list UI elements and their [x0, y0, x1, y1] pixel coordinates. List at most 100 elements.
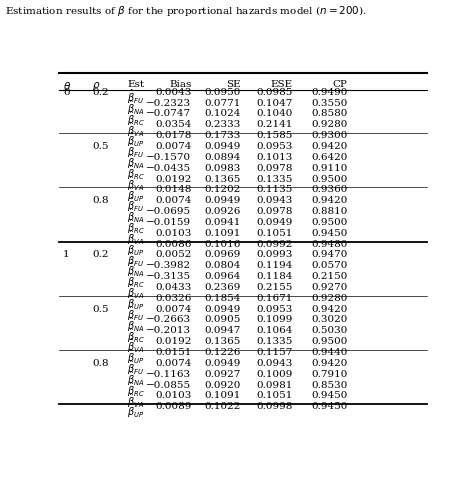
Text: 0.0978: 0.0978 — [256, 207, 292, 216]
Text: 0.9420: 0.9420 — [311, 359, 347, 368]
Text: $\hat{\beta}_{VA}$: $\hat{\beta}_{VA}$ — [127, 391, 145, 410]
Text: 0.0983: 0.0983 — [205, 164, 241, 173]
Text: 0.7910: 0.7910 — [311, 370, 347, 379]
Text: 0.9280: 0.9280 — [311, 294, 347, 303]
Text: 0.0089: 0.0089 — [155, 402, 191, 411]
Text: 0.0949: 0.0949 — [205, 196, 241, 205]
Text: $\theta$: $\theta$ — [63, 80, 71, 92]
Text: 0.1064: 0.1064 — [256, 327, 292, 335]
Text: 0.0192: 0.0192 — [155, 174, 191, 184]
Text: 0.0178: 0.0178 — [155, 131, 191, 140]
Text: $\hat{\beta}_{NA}$: $\hat{\beta}_{NA}$ — [127, 99, 145, 117]
Text: 0.1365: 0.1365 — [205, 337, 241, 346]
Text: $\hat{\beta}_{NA}$: $\hat{\beta}_{NA}$ — [127, 316, 145, 333]
Text: 0.0433: 0.0433 — [155, 283, 191, 292]
Text: 0.8: 0.8 — [92, 196, 109, 205]
Text: 0.1335: 0.1335 — [256, 174, 292, 184]
Text: 0.0927: 0.0927 — [205, 370, 241, 379]
Text: $\hat{\beta}_{FU}$: $\hat{\beta}_{FU}$ — [127, 142, 144, 160]
Text: 0.1099: 0.1099 — [256, 316, 292, 325]
Text: 0.9280: 0.9280 — [311, 121, 347, 129]
Text: CP: CP — [333, 80, 347, 89]
Text: 0.1135: 0.1135 — [256, 185, 292, 194]
Text: 0.1051: 0.1051 — [256, 229, 292, 238]
Text: 1: 1 — [63, 250, 70, 259]
Text: 0.8580: 0.8580 — [311, 110, 347, 119]
Text: 0.0992: 0.0992 — [256, 240, 292, 248]
Text: $\hat{\beta}_{UP}$: $\hat{\beta}_{UP}$ — [127, 240, 145, 258]
Text: $\hat{\beta}_{UP}$: $\hat{\beta}_{UP}$ — [127, 131, 145, 149]
Text: 0.0947: 0.0947 — [205, 327, 241, 335]
Text: 0.0941: 0.0941 — [205, 218, 241, 227]
Text: 0.8530: 0.8530 — [311, 380, 347, 389]
Text: 0.6420: 0.6420 — [311, 153, 347, 162]
Text: $\hat{\beta}_{FU}$: $\hat{\beta}_{FU}$ — [127, 88, 144, 106]
Text: 0.0192: 0.0192 — [155, 337, 191, 346]
Text: 0.1194: 0.1194 — [256, 261, 292, 270]
Text: 0.0570: 0.0570 — [311, 261, 347, 270]
Text: $\hat{\beta}_{FU}$: $\hat{\beta}_{FU}$ — [127, 196, 144, 214]
Text: $\hat{\beta}_{VA}$: $\hat{\beta}_{VA}$ — [127, 283, 145, 301]
Text: 0.0151: 0.0151 — [155, 348, 191, 357]
Text: −0.0159: −0.0159 — [146, 218, 191, 227]
Text: −0.2323: −0.2323 — [146, 99, 191, 108]
Text: 0.0804: 0.0804 — [205, 261, 241, 270]
Text: 0.0043: 0.0043 — [155, 88, 191, 97]
Text: 0.9110: 0.9110 — [311, 164, 347, 173]
Text: 0.0950: 0.0950 — [205, 88, 241, 97]
Text: 0.0771: 0.0771 — [205, 99, 241, 108]
Text: SE: SE — [227, 80, 241, 89]
Text: 0.0926: 0.0926 — [205, 207, 241, 216]
Text: −0.2013: −0.2013 — [146, 327, 191, 335]
Text: Bias: Bias — [169, 80, 191, 89]
Text: 0.0978: 0.0978 — [256, 164, 292, 173]
Text: 0.2141: 0.2141 — [256, 121, 292, 129]
Text: 0.0148: 0.0148 — [155, 185, 191, 194]
Text: 0.9490: 0.9490 — [311, 88, 347, 97]
Text: 0.5: 0.5 — [92, 142, 109, 151]
Text: −0.0747: −0.0747 — [146, 110, 191, 119]
Text: 0.9450: 0.9450 — [311, 402, 347, 411]
Text: 0.1184: 0.1184 — [256, 272, 292, 281]
Text: 0.9440: 0.9440 — [311, 348, 347, 357]
Text: Est: Est — [127, 80, 145, 89]
Text: 0.3550: 0.3550 — [311, 99, 347, 108]
Text: $\hat{\beta}_{NA}$: $\hat{\beta}_{NA}$ — [127, 261, 145, 280]
Text: $\hat{\beta}_{NA}$: $\hat{\beta}_{NA}$ — [127, 370, 145, 388]
Text: 0.1671: 0.1671 — [256, 294, 292, 303]
Text: $\hat{\beta}_{FU}$: $\hat{\beta}_{FU}$ — [127, 250, 144, 269]
Text: 0.9500: 0.9500 — [311, 174, 347, 184]
Text: 0.1051: 0.1051 — [256, 391, 292, 400]
Text: 0.0998: 0.0998 — [256, 402, 292, 411]
Text: 0.2369: 0.2369 — [205, 283, 241, 292]
Text: 0.0074: 0.0074 — [155, 359, 191, 368]
Text: 0.2: 0.2 — [92, 88, 109, 97]
Text: $\hat{\beta}_{NA}$: $\hat{\beta}_{NA}$ — [127, 207, 145, 225]
Text: 0.8: 0.8 — [92, 359, 109, 368]
Text: 0.1733: 0.1733 — [205, 131, 241, 140]
Text: 0.0949: 0.0949 — [256, 218, 292, 227]
Text: 0.1024: 0.1024 — [205, 110, 241, 119]
Text: 0.2: 0.2 — [92, 250, 109, 259]
Text: 0.1226: 0.1226 — [205, 348, 241, 357]
Text: 0.9420: 0.9420 — [311, 142, 347, 151]
Text: $\hat{\beta}_{VA}$: $\hat{\beta}_{VA}$ — [127, 229, 145, 247]
Text: 0.0326: 0.0326 — [155, 294, 191, 303]
Text: 0.1013: 0.1013 — [256, 153, 292, 162]
Text: $\hat{\beta}_{RC}$: $\hat{\beta}_{RC}$ — [127, 380, 145, 399]
Text: $\hat{\beta}_{VA}$: $\hat{\beta}_{VA}$ — [127, 174, 145, 193]
Text: 0.2150: 0.2150 — [311, 272, 347, 281]
Text: −0.1570: −0.1570 — [146, 153, 191, 162]
Text: 0.1091: 0.1091 — [205, 229, 241, 238]
Text: −0.0855: −0.0855 — [146, 380, 191, 389]
Text: 0.1016: 0.1016 — [205, 240, 241, 248]
Text: 0.2333: 0.2333 — [205, 121, 241, 129]
Text: 0.0905: 0.0905 — [205, 316, 241, 325]
Text: 0.0074: 0.0074 — [155, 196, 191, 205]
Text: $\hat{\beta}_{FU}$: $\hat{\beta}_{FU}$ — [127, 359, 144, 377]
Text: 0.9420: 0.9420 — [311, 196, 347, 205]
Text: 0.1365: 0.1365 — [205, 174, 241, 184]
Text: 0.5: 0.5 — [92, 305, 109, 314]
Text: $\hat{\beta}_{RC}$: $\hat{\beta}_{RC}$ — [127, 110, 145, 128]
Text: 0.0052: 0.0052 — [155, 250, 191, 259]
